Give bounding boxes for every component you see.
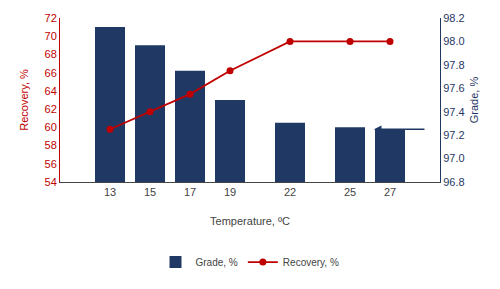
svg-text:15: 15 [144,186,156,198]
svg-text:64: 64 [45,85,57,97]
svg-text:97.2: 97.2 [443,129,464,141]
svg-text:25: 25 [344,186,356,198]
svg-text:58: 58 [45,139,57,151]
svg-text:70: 70 [45,30,57,42]
svg-text:97.0: 97.0 [443,152,464,164]
svg-text:97.8: 97.8 [443,59,464,71]
svg-text:Recovery, %: Recovery, % [18,69,30,131]
svg-text:Grade, %: Grade, % [196,257,238,268]
svg-text:22: 22 [284,186,296,198]
svg-text:54: 54 [45,176,57,188]
svg-text:27: 27 [384,186,396,198]
svg-text:66: 66 [45,67,57,79]
svg-text:56: 56 [45,158,57,170]
svg-text:Recovery, %: Recovery, % [283,257,339,268]
svg-text:98.2: 98.2 [443,12,464,24]
svg-text:13: 13 [104,186,116,198]
svg-text:Grade, %: Grade, % [468,77,480,124]
svg-text:19: 19 [224,186,236,198]
svg-text:17: 17 [184,186,196,198]
svg-text:96.8: 96.8 [443,176,464,188]
svg-text:60: 60 [45,121,57,133]
svg-text:98.0: 98.0 [443,35,464,47]
svg-text:97.4: 97.4 [443,106,464,118]
svg-text:72: 72 [45,12,57,24]
svg-text:62: 62 [45,103,57,115]
svg-text:Temperature, ºC: Temperature, ºC [210,215,290,227]
svg-text:97.6: 97.6 [443,82,464,94]
svg-text:68: 68 [45,48,57,60]
